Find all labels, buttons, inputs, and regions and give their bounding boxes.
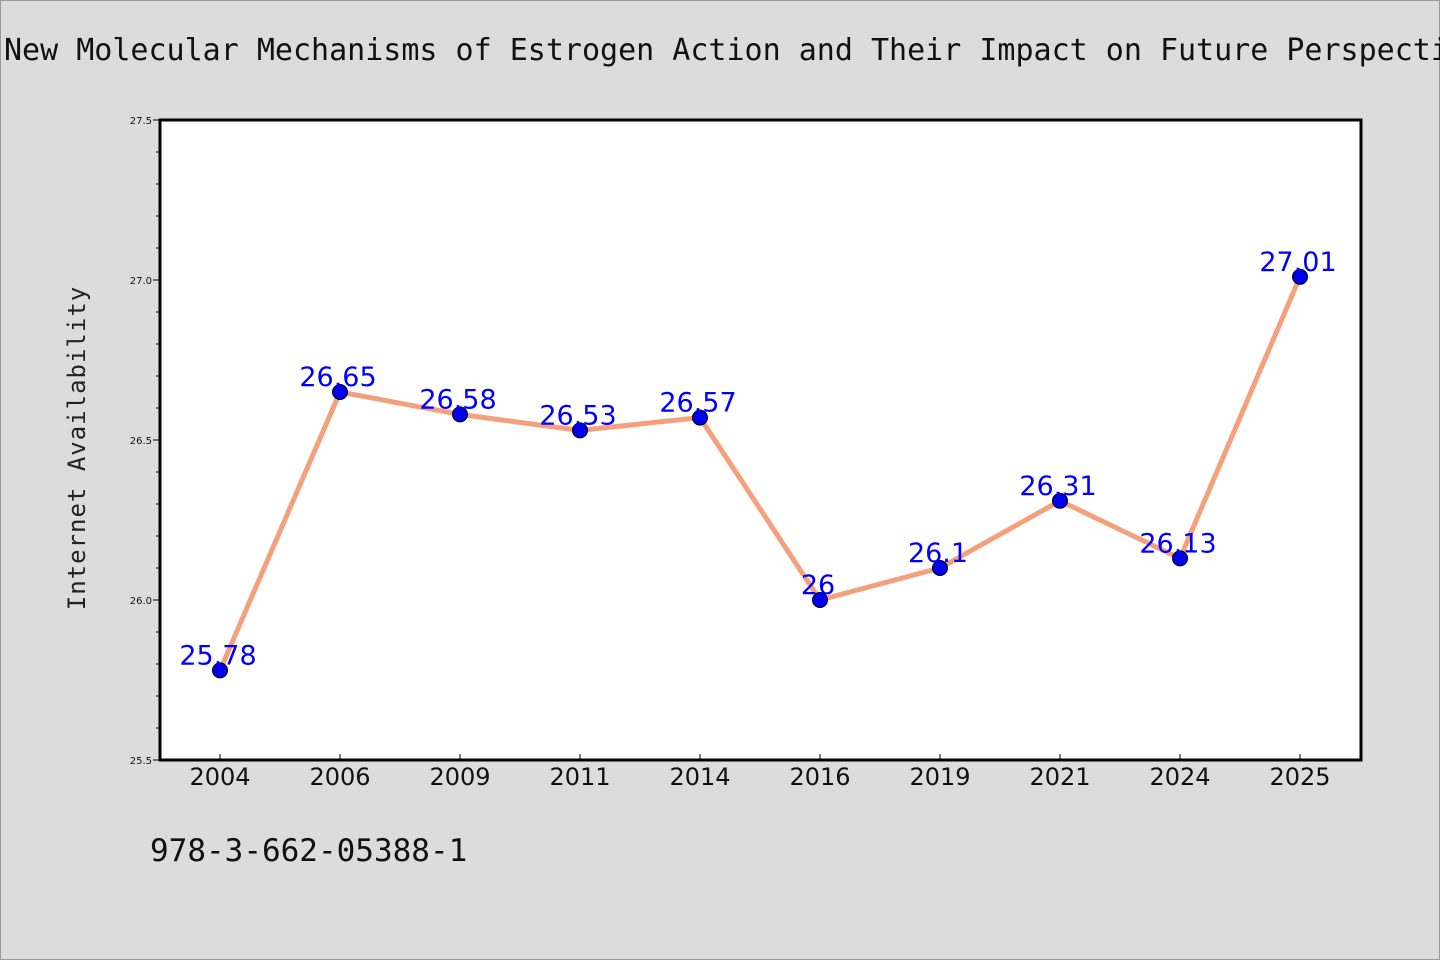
data-label: 25.78 <box>179 640 256 671</box>
x-tick-label: 2021 <box>1029 763 1090 791</box>
x-tick-label: 2016 <box>789 763 850 791</box>
data-point <box>692 409 708 426</box>
y-axis: 25.5 26.0 26.5 27.0 27.5 <box>130 116 160 767</box>
chart-title: New Molecular Mechanisms of Estrogen Act… <box>4 33 1440 68</box>
y-tick-label: 26.0 <box>130 596 152 607</box>
x-tick-label: 2025 <box>1269 763 1330 791</box>
plot-area <box>158 118 1363 762</box>
data-label: 27.01 <box>1259 247 1336 278</box>
data-label: 26.58 <box>419 384 496 415</box>
x-tick-label: 2011 <box>549 763 610 791</box>
x-tick-label: 2019 <box>909 763 970 791</box>
data-point <box>1172 550 1188 567</box>
y-tick-label: 26.5 <box>130 436 152 447</box>
data-label: 26.65 <box>299 362 376 393</box>
data-point <box>452 406 468 423</box>
data-label: 26 <box>801 570 835 601</box>
data-point <box>932 560 948 576</box>
x-tick-label: 2024 <box>1149 763 1210 791</box>
series-line <box>217 275 1303 672</box>
data-point <box>212 662 228 679</box>
data-point <box>1052 492 1068 509</box>
x-axis: 2004 2006 2009 2011 2014 2016 2019 2021 2024 2025 <box>189 754 1331 791</box>
data-labels-group: 25.78 26.65 26.58 26.53 26.57 26 26.1 26.31 26.1… <box>179 247 1336 672</box>
y-tick-label: 27.0 <box>130 276 152 287</box>
data-label: 26.13 <box>1139 528 1216 559</box>
data-label: 26.53 <box>539 400 616 431</box>
data-label: 26.1 <box>908 538 968 569</box>
data-label: 26.31 <box>1019 471 1096 502</box>
data-point <box>332 384 348 400</box>
y-tick-label: 25.5 <box>130 756 152 767</box>
data-point <box>572 422 588 439</box>
x-tick-label: 2014 <box>669 763 730 791</box>
data-label: 26.57 <box>659 388 736 419</box>
data-point <box>1292 268 1308 285</box>
series-group <box>212 268 1308 679</box>
x-tick-label: 2004 <box>189 763 250 791</box>
x-tick-label: 2006 <box>309 763 370 791</box>
y-tick-label: 27.5 <box>130 116 152 127</box>
data-point <box>812 592 828 608</box>
isbn-label: 978-3-662-05388-1 <box>150 833 468 869</box>
y-axis-label: Internet Availability <box>63 286 91 610</box>
x-tick-label: 2009 <box>429 763 490 791</box>
